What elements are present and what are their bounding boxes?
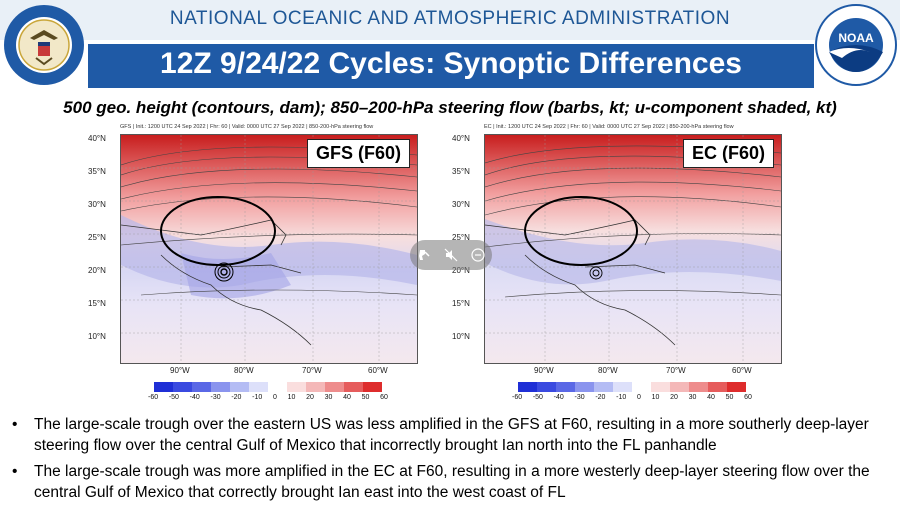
colorbar-ticks: -60 -50 -40 -30 -20 -10 0 10 20 30 40 50…: [148, 394, 388, 401]
lon-label: 80°W: [234, 366, 254, 375]
agency-name: NATIONAL OCEANIC AND ATMOSPHERIC ADMINIS…: [169, 8, 731, 29]
colorbar-tick: 60: [380, 394, 388, 401]
ec-panel: EC | Init.: 1200 UTC 24 Sep 2022 | Fhr: …: [452, 122, 782, 414]
colorbar-tick: 40: [343, 394, 351, 401]
lat-label: 35°N: [88, 167, 106, 176]
bullet-marker: •: [12, 463, 18, 480]
colorbar-tick: -10: [252, 394, 263, 401]
lat-label: 30°N: [88, 200, 106, 209]
ec-map: [484, 134, 782, 364]
colorbar-tick: 50: [361, 394, 370, 401]
list-item: • The large-scale trough over the easter…: [12, 414, 892, 456]
colorbar-tick: 30: [688, 394, 697, 401]
lon-label: 90°W: [534, 366, 554, 375]
colorbar-tick: -50: [532, 394, 543, 401]
panel-metadata: GFS | Init.: 1200 UTC 24 Sep 2022 | Fhr:…: [120, 124, 374, 130]
figure-caption: 500 geo. height (contours, dam); 850–200…: [63, 98, 837, 117]
media-overlay-controls: [410, 240, 492, 270]
colorbar-tick: -40: [189, 394, 200, 401]
lon-label: 70°W: [666, 366, 686, 375]
colorbar-tick: -10: [616, 394, 627, 401]
noaa-logo: NOAA: [812, 0, 900, 90]
lat-label: 25°N: [88, 233, 106, 242]
lon-label: 60°W: [732, 366, 752, 375]
colorbar-tick: -30: [574, 394, 585, 401]
lon-label: 90°W: [170, 366, 190, 375]
colorbar-tick: 60: [744, 394, 752, 401]
close-icon[interactable]: [469, 246, 487, 264]
title-bar: [88, 44, 814, 88]
header-strip: [0, 0, 900, 40]
lat-label: 25°N: [452, 233, 470, 242]
lat-label: 15°N: [88, 299, 106, 308]
lon-label: 70°W: [302, 366, 322, 375]
lat-label: 40°N: [88, 134, 106, 143]
colorbar-tick: 0: [636, 394, 641, 401]
slide-title: 12Z 9/24/22 Cycles: Synoptic Differences: [160, 47, 742, 80]
header-banner: NATIONAL OCEANIC AND ATMOSPHERIC ADMINIS…: [0, 0, 900, 90]
colorbar-tick: -50: [168, 394, 179, 401]
colorbar: [154, 382, 382, 392]
colorbar-tick: 40: [707, 394, 715, 401]
lon-label: 80°W: [598, 366, 618, 375]
colorbar-tick: 10: [287, 394, 296, 401]
lon-label: 60°W: [368, 366, 388, 375]
list-item: • The large-scale trough was more amplif…: [12, 461, 892, 503]
colorbar-tick: 0: [272, 394, 277, 401]
panel-metadata: EC | Init.: 1200 UTC 24 Sep 2022 | Fhr: …: [484, 124, 734, 130]
lat-label: 20°N: [88, 266, 106, 275]
model-label: GFS (F60): [306, 139, 410, 168]
bullet-text: The large-scale trough was more amplifie…: [34, 463, 870, 501]
colorbar-tick: -20: [595, 394, 606, 401]
colorbar-tick: -60: [148, 394, 159, 401]
gfs-panel: GFS | Init.: 1200 UTC 24 Sep 2022 | Fhr:…: [88, 122, 418, 414]
lat-label: 20°N: [452, 266, 470, 275]
colorbar-tick: -60: [512, 394, 523, 401]
model-label: EC (F60): [682, 139, 774, 168]
colorbar-tick: 50: [725, 394, 734, 401]
lat-label: 10°N: [88, 332, 106, 341]
colorbar-tick: 20: [670, 394, 678, 401]
lat-label: 10°N: [452, 332, 470, 341]
lat-label: 35°N: [452, 167, 470, 176]
lat-label: 40°N: [452, 134, 470, 143]
pip-icon[interactable]: [415, 246, 433, 264]
colorbar-ticks: -60 -50 -40 -30 -20 -10 0 10 20 30 40 50…: [512, 394, 752, 401]
lat-label: 30°N: [452, 200, 470, 209]
colorbar-tick: -30: [210, 394, 221, 401]
gfs-map: [120, 134, 418, 364]
colorbar-tick: -40: [553, 394, 564, 401]
colorbar-tick: -20: [231, 394, 242, 401]
bullet-marker: •: [12, 416, 18, 433]
colorbar-tick: 30: [324, 394, 333, 401]
colorbar-tick: 10: [651, 394, 660, 401]
colorbar-tick: 20: [306, 394, 314, 401]
bullet-text: The large-scale trough over the eastern …: [34, 416, 869, 454]
commerce-seal-logo: [0, 0, 88, 90]
lat-label: 15°N: [452, 299, 470, 308]
noaa-logo-text: NOAA: [838, 31, 874, 45]
colorbar: [518, 382, 746, 392]
mute-icon[interactable]: [442, 246, 460, 264]
bullet-list: • The large-scale trough over the easter…: [12, 414, 892, 508]
